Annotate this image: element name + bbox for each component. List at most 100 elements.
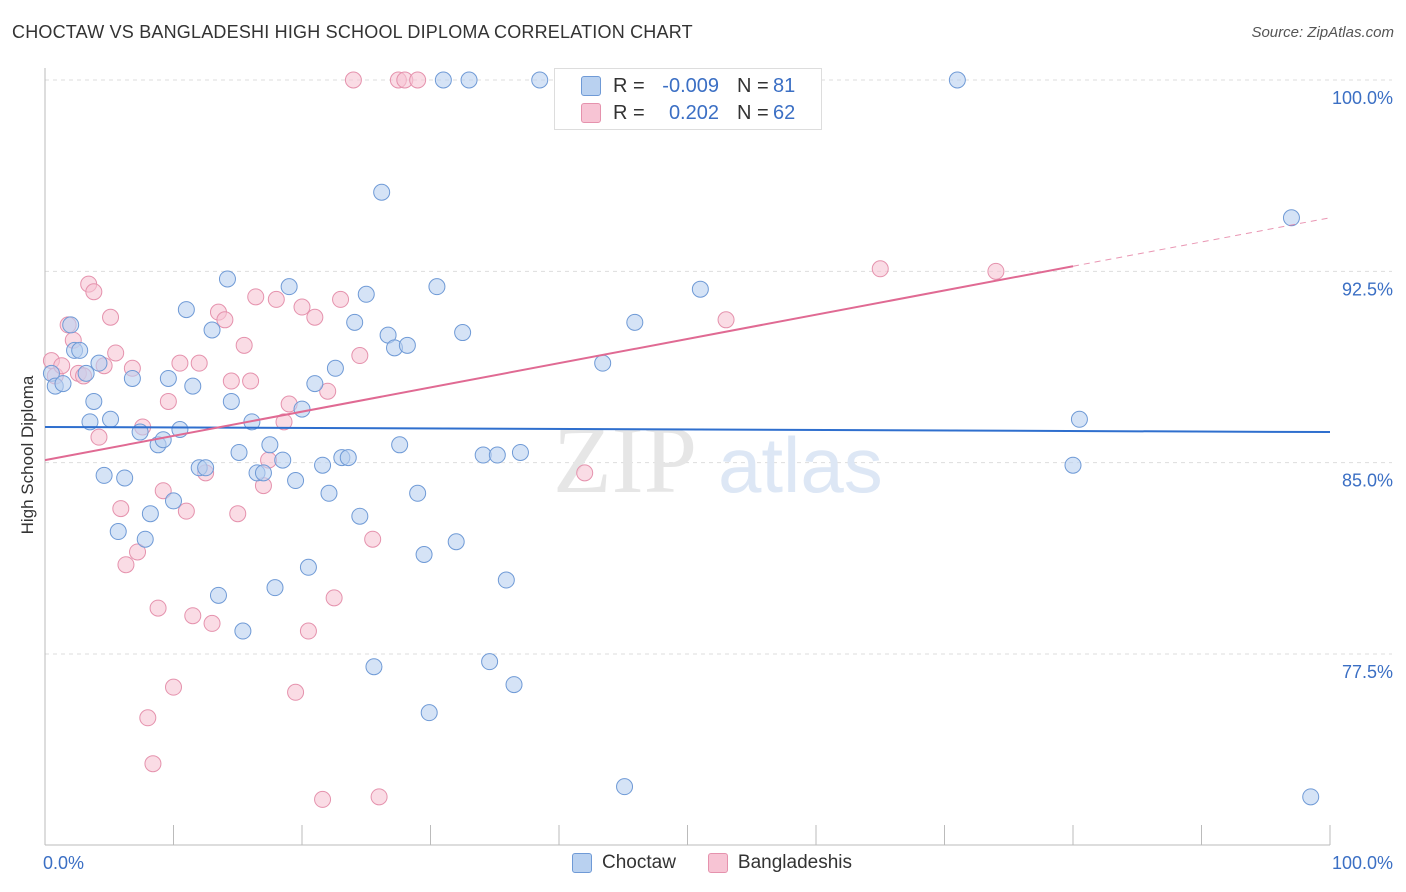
legend-r-value: 0.202 [668, 101, 719, 124]
series-legend-label: Choctaw [602, 852, 676, 873]
legend-r-value: -0.009 [662, 74, 719, 97]
bangladeshis-point [107, 344, 125, 362]
bangladeshis-point [149, 599, 167, 617]
bangladeshis-point [267, 290, 285, 308]
choctaw-swatch [581, 76, 601, 96]
bangladeshis-point [287, 683, 305, 701]
watermark: ZIP atlas [553, 406, 883, 513]
choctaw-point [454, 324, 472, 342]
bangladeshis-point [344, 71, 362, 89]
choctaw-point [320, 484, 338, 502]
choctaw-point [218, 270, 236, 288]
choctaw-point [85, 392, 103, 410]
y-tick-label: 77.5% [1342, 662, 1393, 682]
tick-labels: 77.5% 85.0% 92.5% 100.0% 0.0% 100.0% [43, 88, 1393, 873]
bangladeshis-point [171, 354, 189, 372]
choctaw-point [326, 359, 344, 377]
choctaw-point [287, 472, 305, 490]
choctaw-point [299, 558, 317, 576]
choctaw-point [948, 71, 966, 89]
choctaw-point [314, 456, 332, 474]
legend-n-label: N = [737, 74, 769, 97]
choctaw-point [1282, 209, 1300, 227]
bangladeshis-point [139, 709, 157, 727]
bangladeshis-point [987, 262, 1005, 280]
choctaw-point [77, 364, 95, 382]
bangladeshis-point [299, 622, 317, 640]
bangladeshis-point [351, 347, 369, 365]
legend-row-bangladeshis: R = 0.202 N = 62 [581, 101, 795, 125]
choctaw-point [365, 658, 383, 676]
bangladeshis-point [216, 311, 234, 329]
bangladeshis-point [177, 502, 195, 520]
bangladeshis-point [102, 308, 120, 326]
series-legend-choctaw[interactable]: Choctaw [572, 852, 676, 874]
choctaw-point [306, 375, 324, 393]
choctaw-point [351, 507, 369, 525]
series-legend: Choctaw Bangladeshis [572, 852, 884, 874]
bangladeshis-point [112, 500, 130, 518]
bangladeshis-point [154, 482, 172, 500]
bangladeshis-points [42, 71, 1005, 808]
choctaw-point [357, 285, 375, 303]
choctaw-point [230, 443, 248, 461]
bangladeshis-point [293, 298, 311, 316]
choctaw-point [420, 704, 438, 722]
chart-title: CHOCTAW VS BANGLADESHI HIGH SCHOOL DIPLO… [12, 22, 693, 42]
bangladeshis-point [247, 288, 265, 306]
bangladeshis-point [203, 614, 221, 632]
chart-source: Source: ZipAtlas.com [1251, 24, 1394, 41]
bangladeshis-point [275, 413, 293, 431]
bangladeshis-point [370, 788, 388, 806]
choctaw-point [488, 446, 506, 464]
choctaw-point [54, 375, 72, 393]
bangladeshis-point [717, 311, 735, 329]
choctaw-point [71, 341, 89, 359]
choctaw-point [339, 449, 357, 467]
bangladeshis-point [306, 308, 324, 326]
choctaw-point [415, 546, 433, 564]
choctaw-point [109, 523, 127, 541]
choctaw-point [460, 71, 478, 89]
bangladeshis-swatch [707, 853, 728, 873]
bangladeshis-point [242, 372, 260, 390]
choctaw-point [81, 413, 99, 431]
choctaw-point [346, 313, 364, 331]
choctaw-point [280, 278, 298, 296]
choctaw-point [531, 71, 549, 89]
bangladeshis-point [364, 530, 382, 548]
choctaw-point [177, 301, 195, 319]
choctaw-point [616, 778, 634, 796]
bangladeshis-point [229, 505, 247, 523]
choctaw-point [409, 484, 427, 502]
choctaw-point [261, 436, 279, 454]
grid-lines [45, 79, 1392, 655]
y-tick-label: 100.0% [1332, 88, 1393, 108]
choctaw-point [62, 316, 80, 334]
choctaw-point [209, 586, 227, 604]
bangladeshis-trend-extension [1072, 217, 1331, 267]
legend-row-choctaw: R = -0.009 N = 81 [581, 74, 795, 98]
bangladeshis-point [144, 755, 162, 773]
choctaw-point [391, 436, 409, 454]
legend-r-label: R = [613, 74, 645, 97]
bangladeshis-point [871, 260, 889, 278]
bangladeshis-trend-line [44, 265, 1074, 462]
choctaw-point [141, 505, 159, 523]
choctaw-point [373, 183, 391, 201]
bangladeshis-swatch [581, 103, 601, 123]
choctaw-point [184, 377, 202, 395]
choctaw-point [95, 466, 113, 484]
y-tick-label: 85.0% [1342, 471, 1393, 491]
choctaw-point [203, 321, 221, 339]
legend-n-value: 81 [773, 74, 796, 97]
choctaw-trend-line [44, 425, 1331, 434]
choctaw-point [428, 278, 446, 296]
legend-n-value: 62 [773, 101, 796, 124]
choctaw-point [511, 443, 529, 461]
choctaw-point [1070, 410, 1088, 428]
choctaw-point [116, 469, 134, 487]
bangladeshis-point [190, 354, 208, 372]
choctaw-point [234, 622, 252, 640]
series-legend-bangladeshis[interactable]: Bangladeshis [707, 852, 852, 874]
